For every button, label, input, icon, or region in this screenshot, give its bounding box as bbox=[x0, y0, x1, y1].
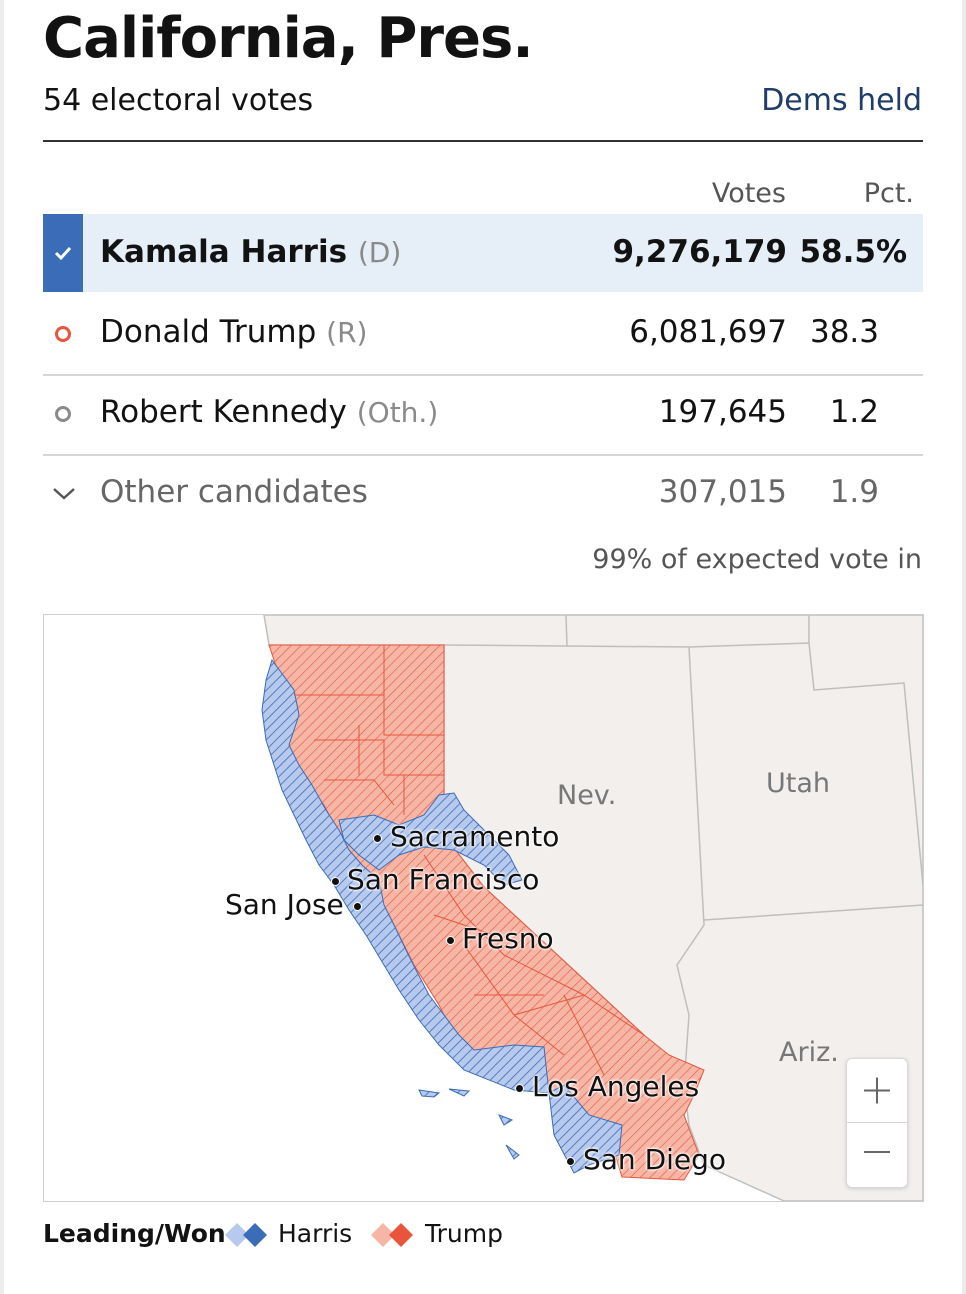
legend-title: Leading/Won bbox=[43, 1219, 226, 1248]
candidate-name: Donald Trump (R) bbox=[100, 310, 367, 355]
zoom-in-button[interactable] bbox=[847, 1059, 907, 1123]
trump-swatch-icon bbox=[371, 1223, 413, 1247]
city-dot-los-angeles bbox=[515, 1084, 524, 1093]
legend-harris-label: Harris bbox=[278, 1219, 353, 1248]
winner-check-icon bbox=[43, 214, 83, 292]
held-status: Dems held bbox=[761, 83, 922, 118]
legend-trump-label: Trump bbox=[425, 1219, 503, 1248]
city-label-san-jose: San Jose bbox=[225, 888, 344, 921]
header-divider bbox=[43, 140, 923, 142]
party-label: (Oth.) bbox=[356, 396, 439, 429]
electoral-votes: 54 electoral votes bbox=[43, 83, 314, 118]
other-candidates-label[interactable]: Other candidates bbox=[100, 474, 368, 510]
page-border-left bbox=[0, 0, 4, 1294]
minus-icon bbox=[864, 1151, 890, 1153]
candidate-name-text: Kamala Harris bbox=[100, 234, 348, 270]
map-legend: Leading/Won Harris Trump bbox=[43, 1212, 923, 1256]
candidate-name-text: Robert Kennedy bbox=[100, 394, 347, 430]
city-dot-san-diego bbox=[566, 1157, 575, 1166]
page-border-right bbox=[962, 0, 966, 1294]
candidate-name: Robert Kennedy (Oth.) bbox=[100, 390, 438, 435]
other-candidates-row[interactable]: Other candidates 307,015 1.9 bbox=[43, 454, 923, 534]
city-dot-fresno bbox=[446, 936, 455, 945]
city-dot-san-francisco bbox=[331, 877, 340, 886]
plus-icon bbox=[864, 1077, 890, 1104]
city-dot-san-jose bbox=[353, 902, 362, 911]
state-label-arizona: Ariz. bbox=[779, 1037, 839, 1068]
candidate-row-trump: Donald Trump (R) 6,081,697 38.3 bbox=[43, 294, 923, 372]
city-label-los-angeles: Los Angeles bbox=[532, 1070, 700, 1103]
city-label-sacramento: Sacramento bbox=[390, 820, 560, 853]
city-label-fresno: Fresno bbox=[462, 922, 554, 955]
candidate-pct: 38.3 bbox=[809, 314, 879, 350]
candidate-pct: 58.5% bbox=[799, 234, 907, 270]
pct-column-header: Pct. bbox=[863, 178, 914, 209]
map-canvas bbox=[261, 615, 923, 1201]
party-label: (R) bbox=[326, 316, 368, 349]
zoom-out-button[interactable] bbox=[847, 1123, 907, 1186]
candidate-pct: 1.2 bbox=[829, 394, 879, 430]
candidate-row-kennedy: Robert Kennedy (Oth.) 197,645 1.2 bbox=[43, 374, 923, 454]
race-title: California, Pres. bbox=[43, 6, 534, 71]
votes-column-header: Votes bbox=[711, 178, 786, 209]
trump-dot-icon bbox=[55, 326, 71, 342]
candidate-name-text: Donald Trump bbox=[100, 314, 317, 350]
candidate-votes: 9,276,179 bbox=[612, 234, 787, 270]
candidate-name: Kamala Harris (D) bbox=[100, 230, 401, 275]
party-label: (D) bbox=[357, 236, 402, 269]
zoom-controls bbox=[846, 1058, 908, 1188]
california-harris-counties bbox=[261, 658, 550, 1094]
state-label-nevada: Nev. bbox=[557, 780, 617, 811]
candidate-row-harris: Kamala Harris (D) 9,276,179 58.5% bbox=[43, 214, 923, 292]
kennedy-dot-icon bbox=[55, 406, 71, 422]
city-dot-sacramento bbox=[373, 834, 382, 843]
county-map[interactable]: Nev. Utah Ariz. Sacramento San Francisco… bbox=[43, 614, 924, 1202]
state-label-utah: Utah bbox=[766, 768, 831, 799]
chevron-down-icon[interactable] bbox=[51, 484, 77, 504]
other-votes: 307,015 bbox=[658, 474, 787, 510]
candidate-votes: 6,081,697 bbox=[629, 314, 787, 350]
city-label-san-francisco: San Francisco bbox=[347, 863, 540, 896]
other-pct: 1.9 bbox=[829, 474, 879, 510]
candidate-votes: 197,645 bbox=[658, 394, 787, 430]
expected-vote-status: 99% of expected vote in bbox=[592, 544, 922, 575]
harris-swatch-icon bbox=[225, 1223, 267, 1247]
city-label-san-diego: San Diego bbox=[583, 1143, 727, 1176]
